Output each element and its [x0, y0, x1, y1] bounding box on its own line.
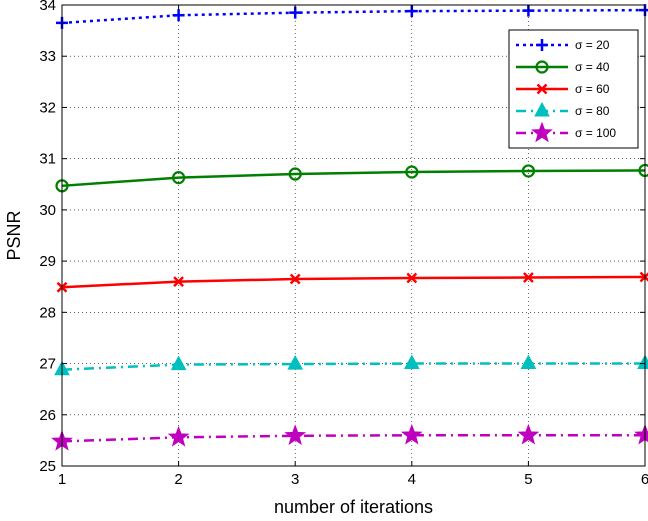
legend-label: σ = 20 [575, 38, 610, 52]
x-tick-label: 5 [524, 471, 532, 488]
legend-item: σ = 60 [516, 82, 610, 96]
legend-label: σ = 100 [575, 126, 616, 140]
legend-marker [534, 101, 550, 117]
data-point [517, 423, 540, 445]
y-tick-label: 28 [39, 304, 56, 321]
y-tick-label: 29 [39, 253, 56, 270]
data-point [288, 167, 302, 181]
x-axis-label: number of iterations [274, 497, 433, 517]
y-tick-label: 34 [39, 0, 56, 14]
plot-frame [61, 4, 646, 467]
legend-item: σ = 80 [516, 101, 610, 118]
data-point [173, 276, 184, 287]
series-line [61, 362, 645, 371]
series-line [61, 434, 645, 443]
legend-item: σ = 20 [516, 38, 610, 52]
data-point [403, 354, 420, 370]
data-point [637, 354, 648, 370]
y-axis-label: PSNR [4, 210, 24, 260]
y-tick-label: 31 [39, 151, 56, 168]
data-point [405, 165, 419, 179]
data-point [523, 272, 534, 283]
x-tick-label: 1 [58, 471, 66, 488]
legend-marker [535, 60, 549, 74]
y-tick-label: 26 [39, 407, 56, 424]
y-tick-label: 25 [39, 458, 56, 475]
y-tick-label: 30 [39, 202, 56, 219]
data-point [406, 272, 418, 284]
x-tick-label: 6 [641, 471, 648, 488]
series-3 [56, 271, 648, 293]
y-tick-label: 32 [39, 99, 56, 116]
data-point [521, 164, 536, 178]
data-point [284, 424, 307, 446]
series-line [61, 169, 646, 188]
data-point [172, 9, 185, 22]
series-line [61, 8, 646, 25]
series-4 [54, 354, 648, 376]
data-point [170, 355, 187, 371]
legend-item: σ = 100 [516, 121, 616, 143]
data-point [289, 273, 301, 285]
x-tick-label: 4 [408, 471, 416, 488]
x-tick-label: 3 [291, 471, 299, 488]
legend-item: σ = 40 [516, 60, 610, 74]
legend-marker [536, 83, 548, 95]
legend-label: σ = 60 [575, 82, 610, 96]
data-point [639, 4, 648, 17]
legend-marker [536, 39, 548, 51]
y-tick-label: 33 [39, 48, 56, 65]
series-2 [55, 163, 648, 193]
data-point [400, 423, 423, 445]
data-point [167, 425, 190, 447]
series-line [61, 275, 646, 289]
x-tick-label: 2 [174, 471, 182, 488]
legend-marker [531, 121, 553, 143]
data-point [172, 171, 186, 185]
legend-label: σ = 40 [575, 60, 610, 74]
data-point [520, 354, 537, 370]
y-tick-label: 27 [39, 356, 56, 373]
series-1 [56, 4, 648, 29]
series-5 [51, 423, 648, 451]
legend: σ = 20 σ = 40 σ = 60 σ = 80 σ = 100 [508, 29, 639, 149]
data-point [287, 355, 304, 370]
legend-label: σ = 80 [575, 104, 610, 118]
